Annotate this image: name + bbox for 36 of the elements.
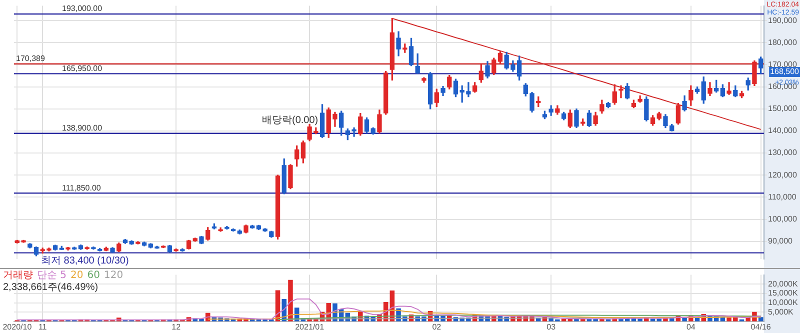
x-tick-label: 12 [172, 322, 182, 332]
x-tick-label: 03 [546, 322, 556, 332]
x-tick-label: 11 [38, 322, 48, 332]
y-tick-label: 140,000 [768, 126, 798, 136]
ref-line-label: 111,850.00 [62, 183, 102, 192]
ref-line-label: 165,950.00 [62, 64, 103, 73]
text: 120 [104, 270, 124, 281]
x-tick-label: 2020/10 [2, 322, 32, 332]
y-tick-label: 10,000K [768, 298, 798, 307]
y-tick-label: 20,000K [768, 279, 798, 288]
x-tick-label: 04/16 [750, 322, 772, 332]
y-tick-label: 5,000K [768, 307, 794, 316]
text: 20 [70, 270, 84, 281]
y-tick-label: 90,000 [768, 236, 794, 246]
y-tick-label: 15,000K [768, 288, 798, 298]
text: 168,500 [770, 67, 800, 76]
y-tick-label: 110,000 [768, 192, 797, 202]
y-tick-label: 120,000 [768, 170, 798, 180]
ref-line-label: 138,900.00 [62, 124, 103, 133]
x-tick-label: 2021/01 [295, 322, 325, 332]
y-tick-label: 150,000 [768, 104, 798, 114]
y-tick-label: 100,000 [768, 214, 798, 224]
x-tick-label: 02 [432, 322, 442, 332]
y-tick-label: 130,000 [768, 148, 798, 158]
y-tick-label: 180,000 [768, 38, 798, 47]
annotation: 최저 83,400 (10/30) [41, 256, 129, 267]
y-tick-label: 170,000 [768, 60, 798, 69]
x-tick-label: 04 [686, 322, 696, 332]
text: 60 [87, 270, 100, 281]
y-tick-label: 190,000 [768, 16, 798, 25]
annotation: 배당락(0.00) [262, 114, 318, 126]
text: 단순 5 [37, 270, 67, 281]
annotation: 2,338,661주(46.49%) [3, 282, 98, 293]
ref-line-label: 193,000.00 [62, 4, 103, 14]
ref-line-label: 170,389 [16, 54, 46, 64]
text: 거래량 [3, 270, 33, 281]
